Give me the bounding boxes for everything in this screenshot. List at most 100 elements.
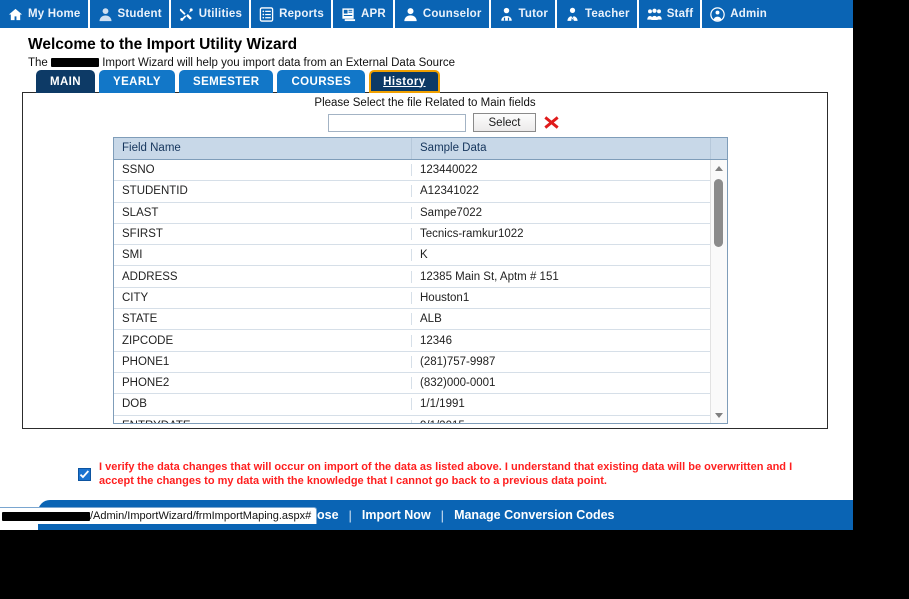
tools-icon <box>179 7 194 22</box>
table-row[interactable]: PHONE2 (832)000-0001 <box>114 373 710 395</box>
action-separator: | <box>440 507 445 523</box>
table-row[interactable]: SFIRST Tecnics-ramkur1022 <box>114 224 710 246</box>
tab-label: MAIN <box>50 75 81 88</box>
person-icon <box>403 7 418 22</box>
tab-main[interactable]: MAIN <box>36 70 95 93</box>
page-subtitle-prefix: The <box>28 57 48 69</box>
tab-label: History <box>383 75 426 88</box>
document-icon <box>341 7 356 22</box>
nav-item-tutor[interactable]: Tutor <box>491 0 558 28</box>
report-list-icon <box>259 6 274 22</box>
verify-consent-text: I verify the data changes that will occu… <box>99 461 793 487</box>
cell-field-name: STUDENTID <box>114 185 412 198</box>
wizard-action-links: Close | Import Now | Manage Conversion C… <box>38 500 853 530</box>
nav-item-label: Reports <box>279 8 324 20</box>
browser-status-bar: /Admin/ImportWizard/frmImportMaping.aspx… <box>0 507 318 524</box>
red-x-icon[interactable] <box>543 114 560 131</box>
main-navigation-bar: My Home Student Utilities <box>0 0 853 28</box>
cell-field-name: ENTRYDATE <box>114 419 412 423</box>
page-subtitle-suffix: Import Wizard will help you import data … <box>102 57 456 69</box>
nav-item-utilities[interactable]: Utilities <box>171 0 252 28</box>
grid-vertical-scrollbar[interactable] <box>710 160 727 423</box>
cell-sample-data: (832)000-0001 <box>420 377 496 390</box>
file-select-row: Select <box>328 113 560 132</box>
app-page: My Home Student Utilities <box>0 0 853 530</box>
triangle-down-icon <box>715 412 723 418</box>
tab-semester[interactable]: SEMESTER <box>179 70 274 93</box>
import-mapping-panel: Please Select the file Related to Main f… <box>22 92 828 429</box>
redacted-host-name <box>2 511 90 521</box>
cell-field-name: STATE <box>114 313 412 326</box>
admin-circle-icon <box>710 6 726 22</box>
tab-history[interactable]: History <box>369 70 440 93</box>
scroll-down-arrow-icon[interactable] <box>711 407 727 423</box>
field-mapping-grid: Field Name Sample Data SSNO 123440022 ST… <box>113 137 728 424</box>
table-row[interactable]: PHONE1 (281)757-9987 <box>114 352 710 373</box>
table-row[interactable]: DOB 1/1/1991 <box>114 394 710 416</box>
file-path-input[interactable] <box>328 113 466 132</box>
tab-label: COURSES <box>291 75 352 88</box>
cell-field-name: DOB <box>114 398 412 411</box>
scrollbar-thumb[interactable] <box>714 179 723 247</box>
column-header-spacer <box>711 138 727 159</box>
cell-sample-data: Houston1 <box>420 291 470 304</box>
tab-courses[interactable]: COURSES <box>277 70 366 93</box>
page-title: Welcome to the Import Utility Wizard <box>28 36 298 53</box>
nav-item-label: Utilities <box>198 8 243 20</box>
nav-item-staff[interactable]: Staff <box>639 0 703 28</box>
nav-item-counselor[interactable]: Counselor <box>395 0 491 28</box>
nav-item-label: Tutor <box>518 8 549 20</box>
table-row[interactable]: SLAST Sampe7022 <box>114 203 710 224</box>
cell-field-name: SFIRST <box>114 228 412 241</box>
manage-conversion-codes-button[interactable]: Manage Conversion Codes <box>454 508 615 522</box>
table-row[interactable]: ZIPCODE 12346 <box>114 330 710 352</box>
nav-item-my-home[interactable]: My Home <box>0 0 90 28</box>
page-heading-block: Welcome to the Import Utility Wizard The… <box>28 36 455 71</box>
wizard-tab-strip: MAIN YEARLY SEMESTER COURSES History <box>36 70 440 93</box>
verify-checkbox[interactable] <box>78 468 91 481</box>
cell-field-name: SSNO <box>114 164 412 177</box>
verify-consent-row: I verify the data changes that will occu… <box>78 461 818 488</box>
nav-item-apr[interactable]: APR <box>333 0 395 28</box>
cell-field-name: CITY <box>114 291 412 304</box>
nav-item-student[interactable]: Student <box>90 0 171 28</box>
cell-sample-data: 12346 <box>420 334 452 347</box>
table-row[interactable]: SMI K <box>114 245 710 267</box>
nav-item-label: My Home <box>28 8 81 20</box>
page-subtitle: The Import Wizard will help you import d… <box>28 55 455 71</box>
select-file-button[interactable]: Select <box>473 113 536 132</box>
redacted-brand-name <box>51 58 100 67</box>
table-row[interactable]: CITY Houston1 <box>114 288 710 310</box>
nav-item-reports[interactable]: Reports <box>251 0 333 28</box>
column-header-field-name: Field Name <box>114 138 412 159</box>
select-file-button-label: Select <box>488 116 521 129</box>
tab-yearly[interactable]: YEARLY <box>99 70 175 93</box>
status-bar-url: /Admin/ImportWizard/frmImportMaping.aspx… <box>90 510 312 522</box>
grid-rows-container: SSNO 123440022 STUDENTID A12341022 SLAST… <box>114 160 710 423</box>
cell-sample-data: Sampe7022 <box>420 206 483 219</box>
tab-label: YEARLY <box>113 75 161 88</box>
nav-item-label: Admin <box>730 8 768 20</box>
svg-text:M: M <box>570 15 574 21</box>
cell-sample-data: 123440022 <box>420 164 478 177</box>
nav-item-label: Counselor <box>422 8 482 20</box>
cell-sample-data: 1/1/1991 <box>420 398 465 411</box>
nav-item-teacher[interactable]: M Teacher <box>557 0 639 28</box>
cell-sample-data: (281)757-9987 <box>420 355 496 368</box>
table-row[interactable]: STATE ALB <box>114 309 710 331</box>
cell-field-name: PHONE1 <box>114 355 412 368</box>
cell-field-name: ZIPCODE <box>114 334 412 347</box>
file-select-prompt: Please Select the file Related to Main f… <box>314 97 536 109</box>
table-row[interactable]: STUDENTID A12341022 <box>114 181 710 203</box>
tutor-icon <box>499 7 514 22</box>
table-row[interactable]: ADDRESS 12385 Main St, Aptm # 151 <box>114 266 710 288</box>
triangle-up-icon <box>715 165 723 171</box>
table-row[interactable]: ENTRYDATE 9/1/2015 <box>114 416 710 423</box>
scroll-up-arrow-icon[interactable] <box>711 160 727 176</box>
nav-item-label: APR <box>360 8 386 20</box>
import-now-button[interactable]: Import Now <box>361 508 431 522</box>
nav-item-admin[interactable]: Admin <box>702 0 774 28</box>
table-row[interactable]: SSNO 123440022 <box>114 160 710 182</box>
nav-item-label: Staff <box>666 8 694 20</box>
cell-field-name: PHONE2 <box>114 377 412 390</box>
